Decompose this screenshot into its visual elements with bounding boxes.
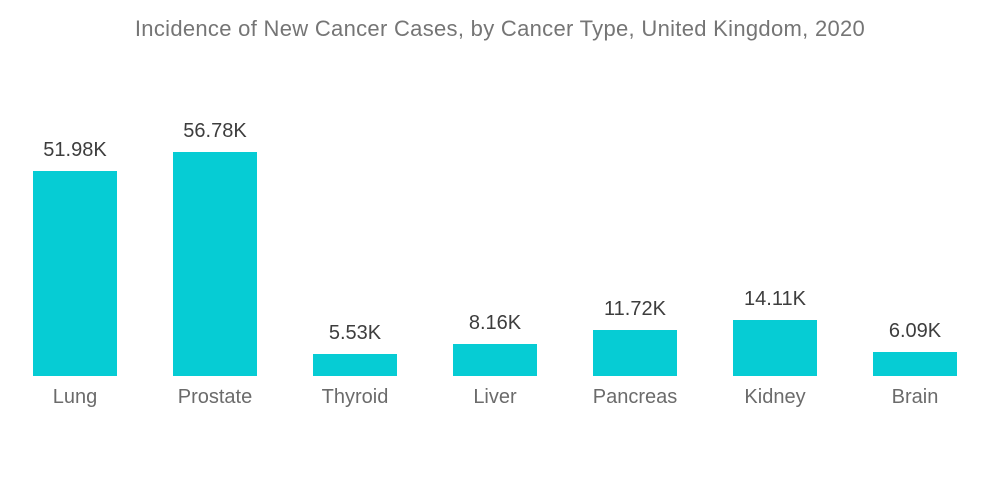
category-label: Lung [52,386,98,408]
category-label: Liver [473,386,517,408]
bar [313,354,397,376]
bar-value-label: 8.16K [468,312,522,334]
category-label: Prostate [177,386,253,408]
bar-value-label: 11.72K [604,298,666,320]
bar-chart-plot-area: 51.98K 56.78K 5.53K 8.16K 11.72K 14.11K 6.09K [5,0,985,376]
category-label: Pancreas [592,386,678,408]
bar-column: 11.72K [565,0,705,376]
bar-value-label: 5.53K [328,322,382,344]
bar [33,171,117,376]
bar-value-label: 56.78K [183,120,247,142]
bar [593,330,677,376]
bar-column: 5.53K [285,0,425,376]
bar-value-label: 6.09K [888,320,942,342]
bar [173,152,257,376]
chart-title: Incidence of New Cancer Cases, by Cancer… [134,16,866,41]
bar-value-label: 51.98K [43,139,107,161]
bar-column: 6.09K [845,0,985,376]
bar-column: 51.98K [5,0,145,376]
bar-column: 8.16K [425,0,565,376]
category-label: Brain [891,386,939,408]
bar [453,344,537,376]
x-axis-category-labels: Lung Prostate Thyroid Liver Pancreas Kidney Br… [5,386,985,409]
bar-column: 14.11K [705,0,845,376]
bar [733,320,817,376]
bar-value-label: 14.11K [744,288,806,310]
bar [873,352,957,376]
bar-column: 56.78K [145,0,285,376]
category-label: Thyroid [321,386,389,408]
category-label: Kidney [744,386,806,408]
